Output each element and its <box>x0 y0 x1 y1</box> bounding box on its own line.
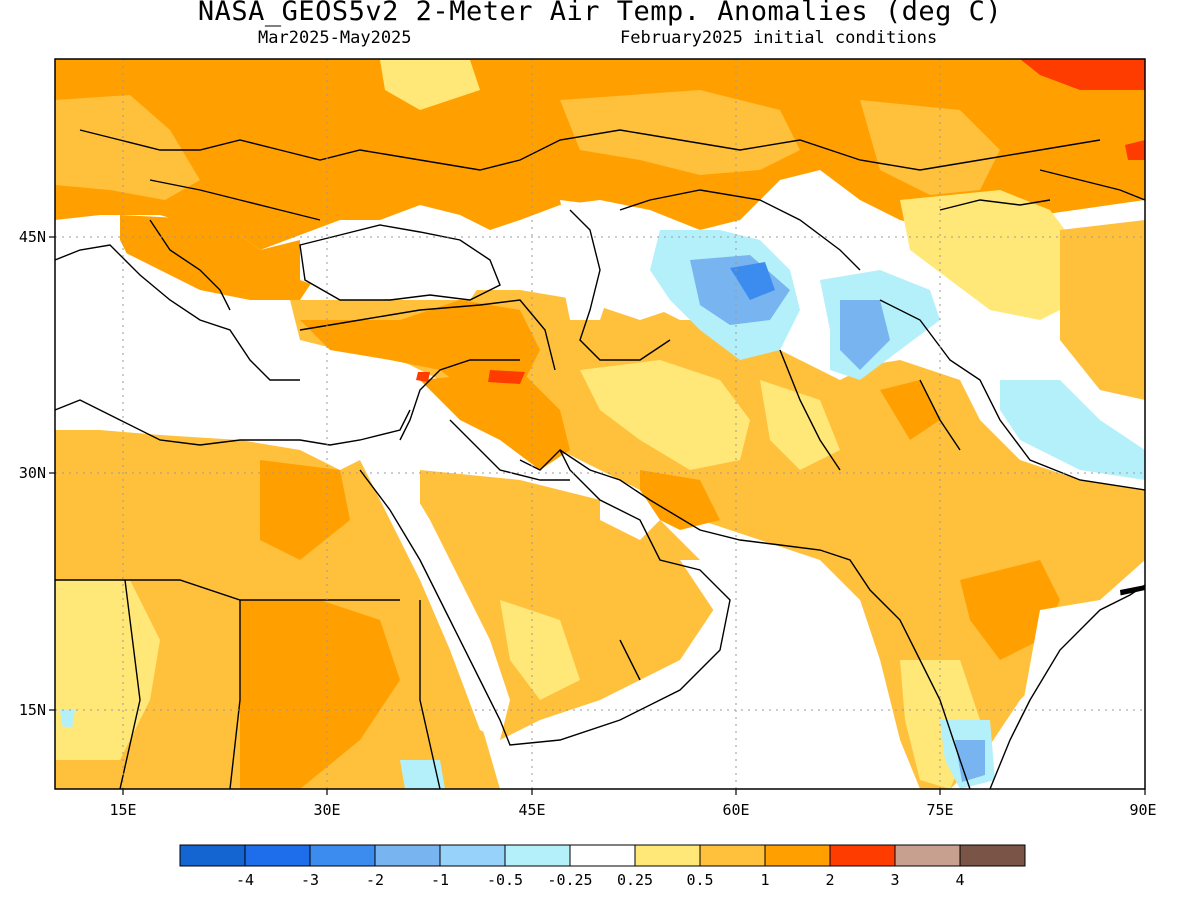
lon-label-60e: 60E <box>722 801 749 819</box>
colorbar-labels: -4 -3 -2 -1 -0.5 -0.25 0.25 0.5 1 2 3 4 <box>236 871 965 889</box>
lat-label-45n: 45N <box>19 228 46 246</box>
colorbar-label: 0.25 <box>617 871 653 889</box>
colorbar-label: -4 <box>236 871 254 889</box>
lon-label-15e: 15E <box>109 801 136 819</box>
lat-label-30n: 30N <box>19 464 46 482</box>
map-title: NASA_GEOS5v2 2-Meter Air Temp. Anomalies… <box>197 0 1003 27</box>
colorbar-label: 1 <box>760 871 769 889</box>
lon-label-90e: 90E <box>1129 801 1156 819</box>
colorbar-swatch <box>959 844 1026 867</box>
initial-conditions: February2025 initial conditions <box>620 28 938 48</box>
lon-label-75e: 75E <box>926 801 953 819</box>
colorbar-swatch <box>764 844 831 867</box>
colorbar-swatch <box>569 844 636 867</box>
colorbar-label: -0.25 <box>547 871 592 889</box>
lon-label-30e: 30E <box>313 801 340 819</box>
graticule <box>55 59 1145 789</box>
colorbar-swatch <box>439 844 506 867</box>
axis-ticks <box>49 236 1146 795</box>
colorbar-label: 2 <box>825 871 834 889</box>
colorbar-swatch <box>244 844 311 867</box>
colorbar-label: -3 <box>301 871 319 889</box>
forecast-period: Mar2025-May2025 <box>258 28 412 48</box>
colorbar-swatch <box>634 844 701 867</box>
map-frame <box>54 58 1146 790</box>
colorbar-label: 0.5 <box>686 871 713 889</box>
lat-tick-labels: 45N 30N 15N <box>19 228 46 719</box>
lat-label-15n: 15N <box>19 701 46 719</box>
colorbar-swatch <box>374 844 441 867</box>
lon-label-45e: 45E <box>518 801 545 819</box>
coastlines-borders <box>55 129 1145 789</box>
colorbar <box>179 844 1026 867</box>
colorbar-label: -2 <box>366 871 384 889</box>
colorbar-swatch <box>894 844 961 867</box>
colorbar-label: 4 <box>955 871 964 889</box>
anomaly-field <box>55 59 1145 789</box>
colorbar-label: 3 <box>890 871 899 889</box>
colorbar-swatch <box>829 844 896 867</box>
lon-tick-labels: 15E 30E 45E 60E 75E 90E <box>109 801 1156 819</box>
colorbar-label: -0.5 <box>487 871 523 889</box>
colorbar-swatch <box>309 844 376 867</box>
colorbar-label: -1 <box>431 871 449 889</box>
colorbar-swatch <box>179 844 246 867</box>
colorbar-swatch <box>699 844 766 867</box>
colorbar-swatch <box>504 844 571 867</box>
